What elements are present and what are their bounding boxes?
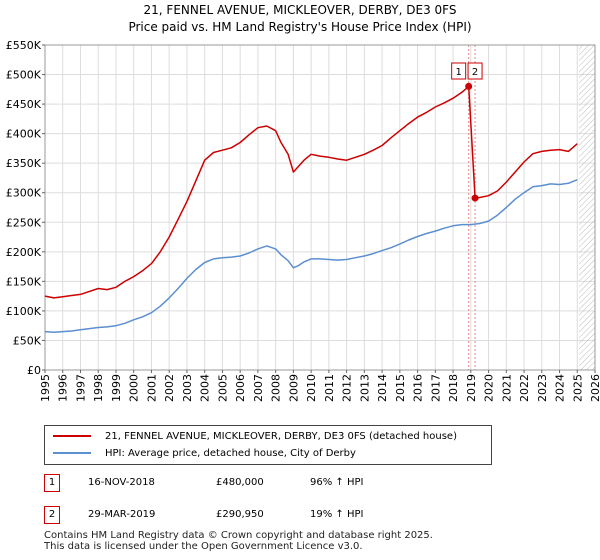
sale-label-box <box>451 62 467 80</box>
plot-area <box>45 45 595 370</box>
sale-price: £290,950 <box>216 509 264 520</box>
y-tick-label: £450K <box>6 98 42 111</box>
sale-price: £480,000 <box>216 477 264 488</box>
x-tick-label: 2007 <box>252 374 265 402</box>
x-tick-label: 2004 <box>199 374 212 402</box>
plot-frame <box>44 44 596 371</box>
x-tick-label: 2009 <box>287 374 300 402</box>
y-tick-label: £400K <box>6 128 42 141</box>
series-line-hpi <box>44 179 578 333</box>
y-tick-label: £0 <box>27 364 41 377</box>
x-tick-label: 1996 <box>57 374 70 402</box>
x-tick-label: 2003 <box>181 374 194 402</box>
legend-label: 21, FENNEL AVENUE, MICKLEOVER, DERBY, DE… <box>105 430 457 442</box>
x-tick-label: 2020 <box>483 374 496 402</box>
y-tick-label: £350K <box>6 157 42 170</box>
sale-date: 29-MAR-2019 <box>88 509 156 520</box>
legend-item-property: 21, FENNEL AVENUE, MICKLEOVER, DERBY, DE… <box>53 428 457 444</box>
x-tick-label: 2005 <box>216 374 229 402</box>
footer-line: This data is licensed under the Open Gov… <box>44 541 363 552</box>
table-row: 2 29-MAR-2019 £290,950 19% ↑ HPI <box>0 506 600 528</box>
chart-subtitle: Price paid vs. HM Land Registry's House … <box>128 20 471 34</box>
x-tick-label: 2016 <box>412 374 425 402</box>
x-tick-label: 2015 <box>394 374 407 402</box>
legend-label: HPI: Average price, detached house, City… <box>105 447 356 459</box>
forecast-hatch <box>579 45 595 370</box>
sale-point <box>465 82 473 90</box>
x-tick-label: 2026 <box>589 374 600 402</box>
footer: Contains HM Land Registry data © Crown c… <box>44 530 433 552</box>
x-tick-label: 2021 <box>500 374 513 402</box>
x-tick-label: 2006 <box>234 374 247 402</box>
x-tick-label: 2019 <box>465 374 478 402</box>
x-tick-label: 2001 <box>145 374 158 402</box>
x-tick-label: 2024 <box>554 374 567 402</box>
price-chart: 21, FENNEL AVENUE, MICKLEOVER, DERBY, DE… <box>6 3 600 402</box>
sale-label: 2 <box>472 67 478 78</box>
x-tick-label: 2012 <box>341 374 354 402</box>
sale-date: 16-NOV-2018 <box>88 477 155 488</box>
y-tick-label: £150K <box>6 275 42 288</box>
x-tick-label: 1998 <box>92 374 105 402</box>
table-row: 1 16-NOV-2018 £480,000 96% ↑ HPI <box>0 474 600 496</box>
x-tick-label: 1997 <box>74 374 87 402</box>
x-tick-label: 2025 <box>571 374 584 402</box>
legend-line-red <box>53 435 91 437</box>
sale-hpi: 96% ↑ HPI <box>310 477 364 488</box>
x-tick-label: 2014 <box>376 374 389 402</box>
legend: 21, FENNEL AVENUE, MICKLEOVER, DERBY, DE… <box>44 425 492 465</box>
sale-label: 1 <box>455 67 461 78</box>
y-tick-label: £250K <box>6 216 42 229</box>
legend-line-blue <box>53 452 91 454</box>
legend-item-hpi: HPI: Average price, detached house, City… <box>53 445 356 461</box>
x-tick-label: 2008 <box>270 374 283 402</box>
sale-badge: 1 <box>44 474 60 492</box>
sale-badge: 2 <box>44 506 60 524</box>
x-tick-label: 2000 <box>128 374 141 402</box>
y-tick-label: £100K <box>6 305 42 318</box>
y-tick-label: £200K <box>6 246 42 259</box>
sale-point <box>471 194 479 202</box>
y-tick-label: £550K <box>6 39 42 52</box>
y-tick-label: £50K <box>13 334 42 347</box>
x-tick-label: 2010 <box>305 374 318 402</box>
sale-label-box <box>467 62 483 80</box>
footer-line: Contains HM Land Registry data © Crown c… <box>44 530 433 541</box>
series-line-property <box>44 85 578 299</box>
x-tick-label: 2013 <box>358 374 371 402</box>
x-tick-label: 1995 <box>39 374 52 402</box>
x-tick-label: 2011 <box>323 374 336 402</box>
sale-hpi: 19% ↑ HPI <box>310 509 364 520</box>
x-tick-label: 2018 <box>447 374 460 402</box>
x-tick-label: 1999 <box>110 374 123 402</box>
y-tick-label: £500K <box>6 69 42 82</box>
x-tick-label: 2002 <box>163 374 176 402</box>
y-tick-label: £300K <box>6 187 42 200</box>
x-tick-label: 2023 <box>536 374 549 402</box>
x-tick-label: 2017 <box>429 374 442 402</box>
x-tick-label: 2022 <box>518 374 531 402</box>
chart-title: 21, FENNEL AVENUE, MICKLEOVER, DERBY, DE… <box>144 3 457 17</box>
